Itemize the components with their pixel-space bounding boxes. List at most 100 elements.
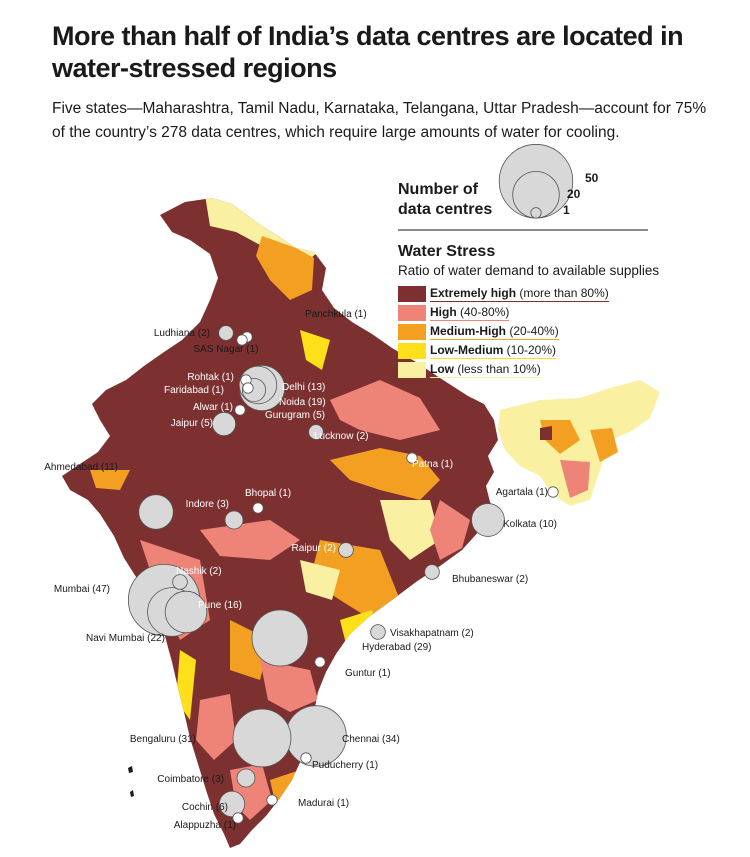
legend-category: Low-Medium — [430, 343, 504, 357]
zone-high — [196, 694, 236, 760]
legend-range: (more than 80%) — [516, 286, 609, 300]
zone-medium-high — [256, 236, 314, 300]
northeast-zone-extremely-high — [540, 426, 552, 440]
city-label-ahmedabad: Ahmedabad (11) — [44, 462, 118, 473]
size-legend: 50 20 1 — [498, 144, 599, 219]
legend-label: Medium-High (20-40%) — [430, 324, 559, 340]
legend-label: High (40-80%) — [430, 305, 510, 321]
city-label-puducherry: Puducherry (1) — [312, 760, 378, 771]
legend-range: (less than 10%) — [454, 362, 541, 376]
city-label-nashik: Nashik (2) — [176, 566, 222, 577]
size-legend-value-50: 50 — [585, 171, 599, 185]
city-label-faridabad: Faridabad (1) — [164, 385, 224, 396]
bubble-ahmedabad — [138, 494, 174, 530]
city-label-panchkula: Panchkula (1) — [305, 309, 367, 320]
city-label-raipur: Raipur (2) — [292, 543, 336, 554]
legend-swatch — [398, 343, 426, 359]
bubble-coimbatore — [236, 768, 256, 788]
data-centre-bubbles — [127, 325, 559, 824]
legend-row-medium-high: Medium-High (20-40%) — [398, 324, 559, 340]
bubble-puducherry — [300, 752, 312, 764]
chart-title: More than half of India’s data centres a… — [52, 21, 684, 83]
legend-row-low-medium: Low-Medium (10-20%) — [398, 343, 557, 359]
size-legend-circle-1 — [530, 207, 542, 219]
bubble-visakhapatnam — [370, 624, 386, 640]
city-label-patna: Patna (1) — [412, 459, 453, 470]
bubble-hyderabad — [251, 609, 309, 667]
size-legend-value-1: 1 — [563, 203, 570, 217]
city-labels: Panchkula (1) Ludhiana (2) SAS Nagar (1) Ro… — [44, 309, 557, 831]
city-label-sas-nagar: SAS Nagar (1) — [193, 344, 258, 355]
zone-low — [380, 500, 440, 560]
city-label-chennai: Chennai (34) — [342, 734, 400, 745]
zone-low — [300, 560, 340, 600]
city-label-cochin: Cochin (6) — [182, 802, 228, 813]
size-legend-title-line1: Number of — [398, 181, 478, 198]
city-label-alwar: Alwar (1) — [193, 402, 233, 413]
bubble-guntur — [314, 656, 326, 668]
bubble-alappuzha — [232, 812, 244, 824]
bubble-chennai — [285, 705, 347, 767]
legend-label: Extremely high (more than 80%) — [430, 286, 609, 302]
bubble-bengaluru — [232, 708, 292, 768]
bubble-madurai — [266, 794, 278, 806]
bubble-nashik — [172, 574, 188, 590]
legend-range: (40-80%) — [456, 305, 510, 319]
zone-high — [330, 380, 440, 440]
legend-label: Low (less than 10%) — [430, 362, 541, 378]
size-legend-title-line2: data centres — [398, 201, 493, 218]
bubble-sas-nagar — [236, 334, 248, 346]
city-label-mumbai: Mumbai (47) — [54, 584, 110, 595]
legend-swatch — [398, 305, 426, 321]
city-label-indore: Indore (3) — [186, 499, 229, 510]
zone-high — [200, 520, 300, 560]
city-label-madurai: Madurai (1) — [298, 798, 349, 809]
bubble-alwar — [234, 404, 246, 416]
city-label-jaipur: Jaipur (5) — [171, 418, 213, 429]
size-legend-title: Number of data centres — [398, 180, 492, 220]
bubble-indore — [224, 510, 244, 530]
bubble-lucknow — [308, 424, 324, 440]
bubble-kolkata — [471, 503, 505, 537]
city-label-alappuzha: Alappuzha (1) — [174, 820, 236, 831]
city-label-gurugram: Gurugram (5) — [265, 410, 325, 421]
city-label-guntur: Guntur (1) — [345, 668, 391, 679]
bubble-agartala — [547, 486, 559, 498]
bubble-jaipur — [211, 411, 237, 437]
lakshadweep-islands — [130, 790, 134, 797]
bubble-bhubaneswar — [424, 564, 440, 580]
northeast-region — [498, 380, 660, 506]
city-label-coimbatore: Coimbatore (3) — [157, 774, 224, 785]
bubble-patna — [406, 452, 418, 464]
bubble-ludhiana — [218, 325, 234, 341]
zone-high — [430, 500, 470, 560]
chart-subtitle: Five states—Maharashtra, Tamil Nadu, Kar… — [52, 100, 707, 141]
zone-medium-high — [310, 540, 400, 620]
northeast-zone-high — [560, 460, 590, 498]
city-label-agartala: Agartala (1) — [496, 487, 548, 498]
size-legend-value-20: 20 — [567, 187, 581, 201]
legend-swatch — [398, 286, 426, 302]
lakshadweep-islands — [128, 766, 133, 773]
city-label-lucknow: Lucknow (2) — [314, 431, 368, 442]
city-label-pune: Pune (16) — [198, 600, 242, 611]
city-label-bhopal: Bhopal (1) — [245, 488, 291, 499]
bubble-pune — [164, 590, 208, 634]
legend-category: Low — [430, 362, 454, 376]
legend-category: Extremely high — [430, 286, 517, 300]
city-label-rohtak: Rohtak (1) — [187, 372, 234, 383]
city-label-visakhapatnam: Visakhapatnam (2) — [390, 628, 474, 639]
water-stress-title: Water Stress — [398, 243, 496, 260]
water-stress-subtitle: Ratio of water demand to available suppl… — [398, 263, 660, 278]
bubble-raipur — [338, 542, 354, 558]
legend-range: (20-40%) — [506, 324, 559, 338]
legend-range: (10-20%) — [503, 343, 557, 357]
city-label-hyderabad: Hyderabad (29) — [362, 642, 431, 653]
legend-category: Medium-High — [430, 324, 506, 338]
city-label-bhubaneswar: Bhubaneswar (2) — [452, 574, 528, 585]
legend-row-extremely-high: Extremely high (more than 80%) — [398, 286, 609, 302]
zone-high — [260, 660, 318, 712]
northeast-zone-medium-high — [590, 428, 618, 462]
bubble-faridabad — [242, 382, 254, 394]
